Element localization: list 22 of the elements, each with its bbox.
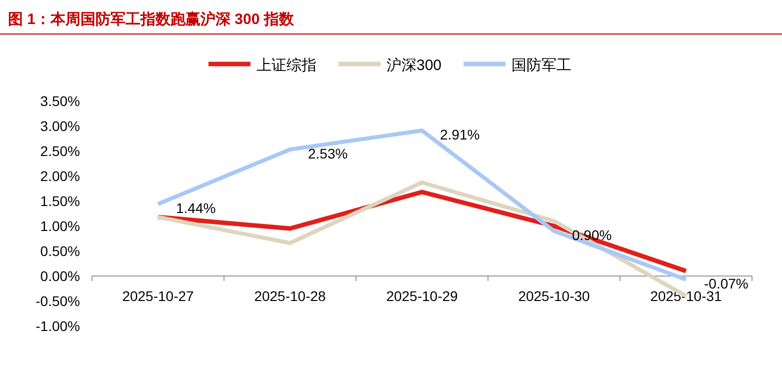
legend-label: 沪深300 (386, 57, 442, 74)
data-label: 1.44% (176, 200, 216, 216)
data-label: 2.91% (440, 126, 480, 142)
y-tick-label: 0.00% (40, 268, 80, 284)
x-tick-label: 2025-10-29 (386, 288, 458, 304)
data-label: 2.53% (308, 146, 348, 162)
chart-title: 图 1：本周国防军工指数跑赢沪深 300 指数 (8, 10, 295, 28)
y-tick-label: -1.00% (36, 318, 80, 334)
x-tick-label: 2025-10-27 (122, 288, 194, 304)
x-tick-label: 2025-10-28 (254, 288, 326, 304)
y-tick-label: 1.00% (40, 218, 80, 234)
y-tick-label: 3.50% (40, 93, 80, 109)
y-tick-label: 0.50% (40, 243, 80, 259)
legend-label: 国防军工 (512, 57, 572, 74)
legend-label: 上证综指 (256, 57, 316, 74)
y-tick-label: -0.50% (36, 293, 80, 309)
y-tick-label: 2.50% (40, 143, 80, 159)
y-tick-label: 1.50% (40, 193, 80, 209)
y-tick-label: 3.00% (40, 118, 80, 134)
y-tick-label: 2.00% (40, 168, 80, 184)
x-tick-label: 2025-10-30 (518, 288, 590, 304)
line-series (156, 128, 688, 282)
